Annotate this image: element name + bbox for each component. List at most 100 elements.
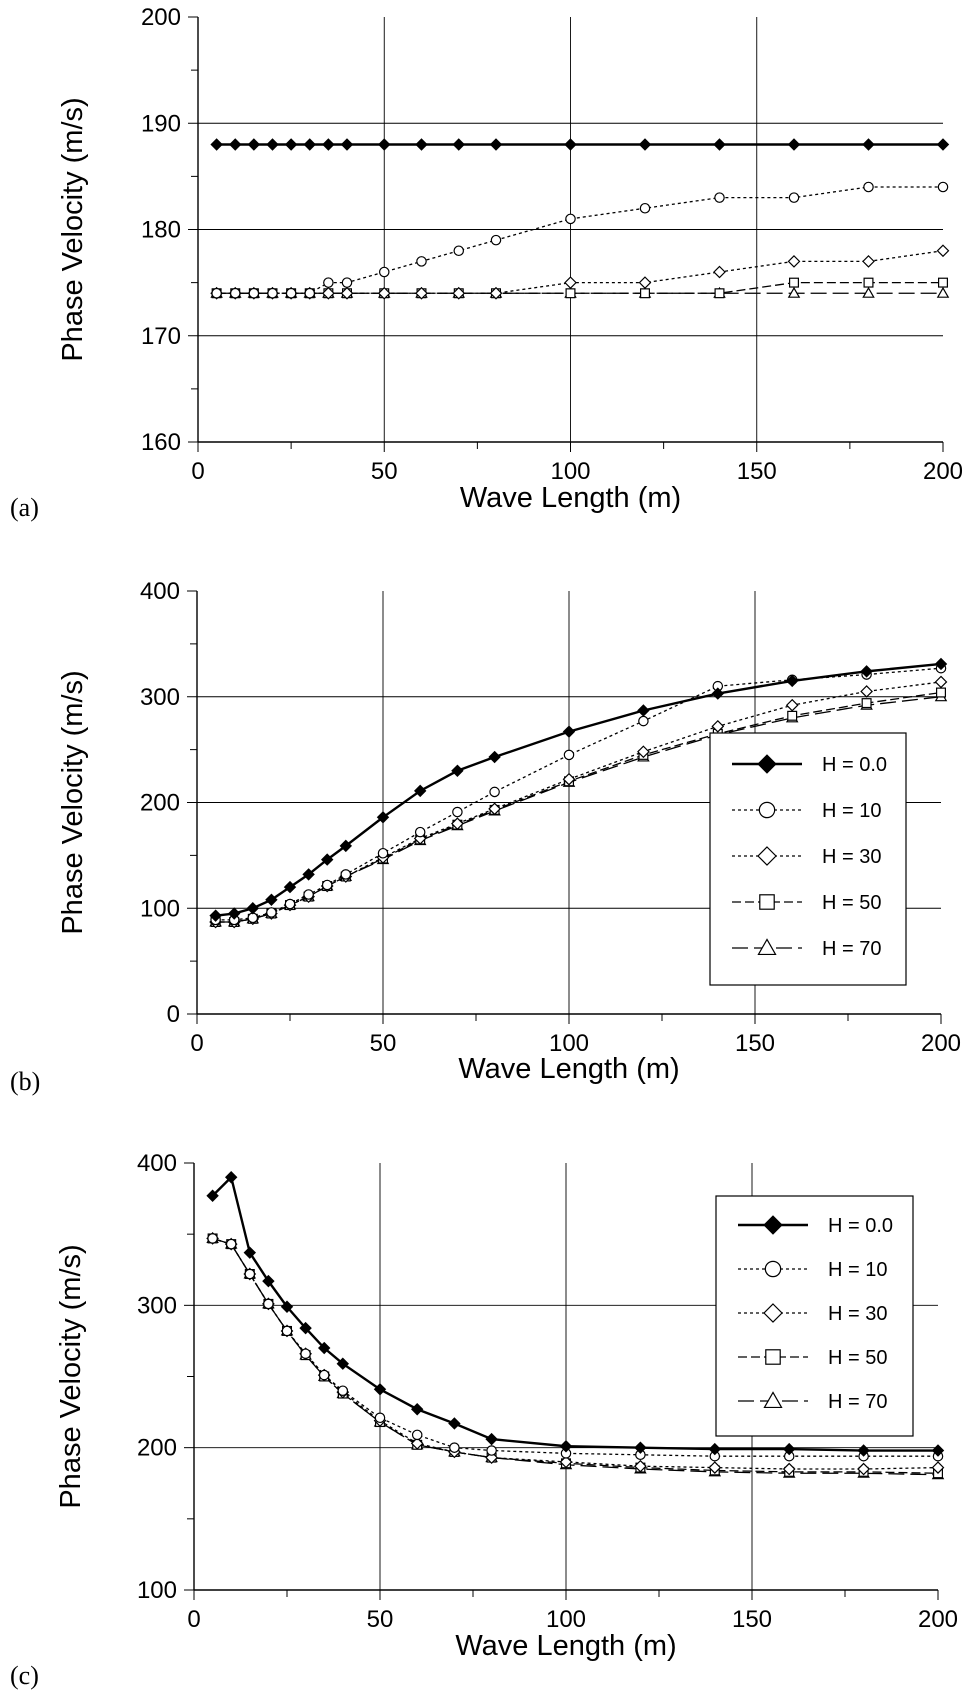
legend: H = 0.0 H = 10 H = 30 H = 50 H = 70: [715, 1195, 914, 1437]
data-point-series-0: [280, 1300, 294, 1313]
data-point-series-0: [262, 1274, 275, 1288]
data-point-series-0: [448, 1417, 461, 1430]
data-point-series-1: [284, 898, 296, 910]
data-point-series-0: [373, 1383, 387, 1396]
x-tick-label: 0: [191, 458, 204, 485]
x-tick-label: 100: [549, 1030, 589, 1057]
data-point-series-0: [243, 1246, 257, 1259]
data-point-series-1: [341, 277, 353, 288]
data-point-series-2: [787, 255, 801, 268]
panel-label: (b): [10, 1067, 40, 1096]
data-point-series-1: [248, 287, 260, 299]
legend-marker-4: [757, 938, 777, 956]
data-point-series-0: [378, 138, 391, 151]
legend-marker-3: [759, 894, 775, 910]
data-point-series-2: [377, 286, 391, 300]
x-tick-label: 150: [735, 1030, 775, 1057]
data-point-series-0: [415, 138, 428, 151]
data-point-series-0: [451, 764, 464, 777]
y-axis-label: Phase Velocity (m/s): [57, 670, 89, 934]
legend-label-0: H = 0.0: [822, 754, 887, 776]
data-point-series-1: [318, 1369, 330, 1381]
data-point-series-1: [565, 213, 576, 225]
legend-label-3: H = 50: [828, 1347, 887, 1369]
data-point-series-1: [452, 806, 463, 818]
x-tick-label: 150: [732, 1606, 772, 1633]
data-point-series-2: [708, 1461, 722, 1474]
data-point-series-2: [564, 276, 577, 289]
data-point-series-1: [229, 287, 241, 299]
data-point-series-1: [416, 256, 427, 267]
data-point-series-3: [863, 277, 874, 288]
data-point-series-4: [787, 286, 801, 298]
data-point-series-2: [562, 772, 576, 786]
data-point-series-4: [862, 286, 875, 298]
legend-label-1: H = 10: [822, 800, 881, 822]
data-point-series-1: [374, 1412, 386, 1424]
data-point-series-2: [713, 265, 726, 279]
data-point-series-0: [485, 1432, 498, 1446]
legend-marker-2: [757, 846, 777, 866]
data-point-series-1: [563, 749, 575, 761]
data-point-series-0: [322, 138, 335, 151]
data-point-series-3: [714, 288, 725, 299]
data-point-series-2: [785, 698, 799, 712]
y-tick-label: 200: [140, 790, 180, 817]
chart-panel-b: 0 50 100 150 200 0 100 200 300 400 Wave Length (m)…: [10, 578, 961, 1096]
x-axis-label: Wave Length (m): [460, 482, 681, 514]
data-point-series-1: [321, 879, 333, 891]
data-point-series-2: [860, 685, 873, 698]
x-tick-label: 200: [918, 1606, 958, 1633]
data-point-series-1: [489, 786, 500, 798]
data-point-series-0: [559, 1440, 573, 1453]
data-point-series-2: [936, 244, 950, 258]
data-point-series-1: [285, 287, 297, 299]
data-point-series-2: [452, 286, 466, 300]
data-point-series-0: [785, 674, 799, 688]
data-point-series-2: [934, 675, 948, 689]
legend-marker-0: [757, 754, 777, 774]
y-tick-label: 180: [141, 217, 181, 244]
data-point-series-0: [229, 138, 242, 151]
data-point-series-0: [303, 138, 316, 151]
data-point-series-1: [303, 889, 314, 900]
series-line-2: [215, 681, 942, 923]
data-point-series-0: [562, 725, 576, 738]
data-point-series-0: [860, 665, 873, 678]
data-point-series-1: [244, 1268, 256, 1280]
legend-label-2: H = 30: [828, 1303, 887, 1325]
data-point-series-1: [449, 1442, 460, 1453]
data-point-series-2: [634, 1459, 647, 1473]
legend-label-4: H = 70: [822, 938, 881, 960]
data-point-series-0: [711, 687, 725, 700]
data-point-series-2: [322, 286, 335, 300]
y-tick-label: 100: [140, 895, 180, 922]
data-point-series-0: [284, 138, 298, 151]
data-point-series-2: [489, 286, 503, 300]
data-point-series-1: [453, 245, 465, 257]
data-point-series-1: [323, 277, 334, 288]
data-point-series-3: [937, 277, 948, 288]
legend-box: [709, 732, 907, 986]
series-line-2: [212, 1237, 939, 1470]
data-point-series-2: [410, 1437, 424, 1450]
data-point-series-0: [857, 1444, 870, 1457]
x-tick-label: 50: [371, 458, 398, 485]
data-point-series-1: [225, 1238, 237, 1250]
data-point-series-0: [299, 1321, 312, 1335]
y-tick-label: 190: [141, 110, 181, 137]
panel-label: (a): [10, 493, 39, 522]
data-point-series-3: [639, 288, 650, 299]
legend-label-0: H = 0.0: [828, 1215, 893, 1237]
legend-marker-3: [765, 1349, 781, 1365]
data-point-series-0: [638, 138, 652, 151]
data-point-series-0: [634, 1441, 647, 1454]
legend-marker-4: [763, 1391, 783, 1409]
data-point-series-0: [782, 1442, 796, 1456]
data-point-series-1: [267, 287, 278, 299]
data-point-series-1: [263, 1298, 274, 1310]
data-point-series-0: [452, 138, 465, 151]
data-point-series-0: [637, 704, 650, 717]
x-tick-label: 50: [367, 1606, 394, 1633]
data-point-series-0: [320, 853, 334, 866]
